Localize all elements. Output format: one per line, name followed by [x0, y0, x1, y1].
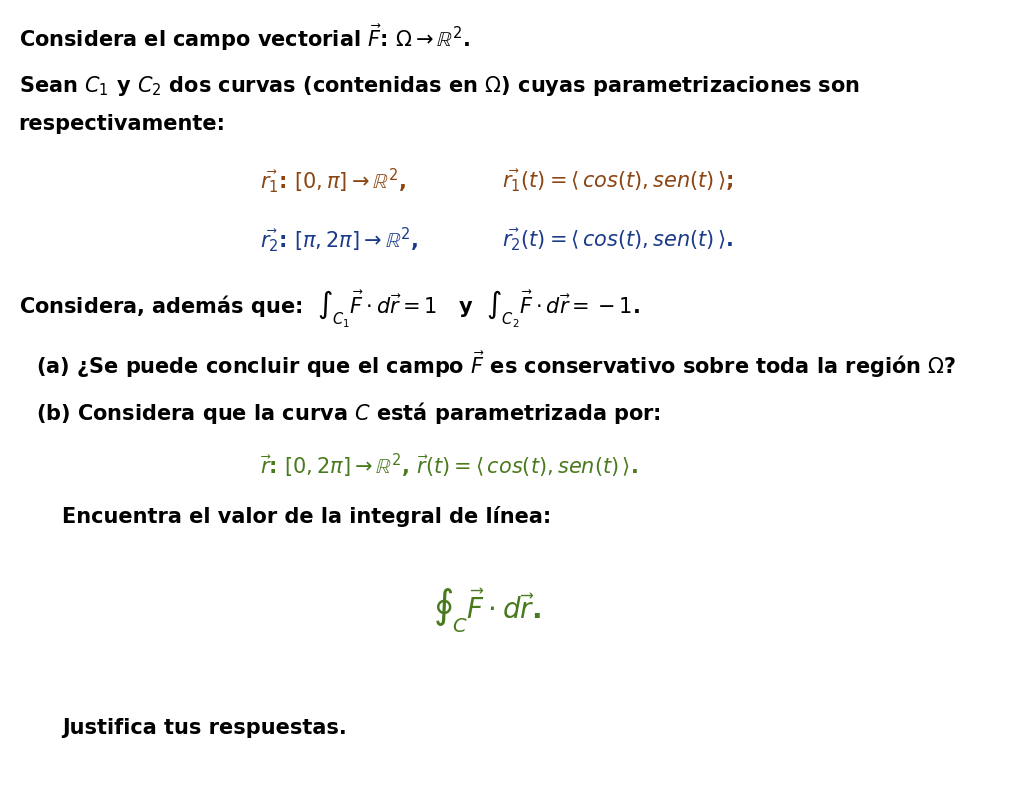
- Text: respectivamente:: respectivamente:: [18, 114, 225, 134]
- Text: Sean $C_1$ y $C_2$ dos curvas (contenidas en $\Omega$) cuyas parametrizaciones s: Sean $C_1$ y $C_2$ dos curvas (contenida…: [18, 75, 859, 98]
- Text: $\vec{r_1}(t) =\langle\, cos(t), sen(t)\,\rangle$;: $\vec{r_1}(t) =\langle\, cos(t), sen(t)\…: [502, 168, 733, 194]
- Text: $\oint_C \vec{F} \cdot d\vec{r}$.: $\oint_C \vec{F} \cdot d\vec{r}$.: [433, 586, 541, 635]
- Text: $\vec{r_2}(t) =\langle\, cos(t), sen(t)\,\rangle$.: $\vec{r_2}(t) =\langle\, cos(t), sen(t)\…: [502, 226, 733, 253]
- Text: (a) ¿Se puede concluir que el campo $\vec{F}$ es conservativo sobre toda la regi: (a) ¿Se puede concluir que el campo $\ve…: [36, 349, 956, 380]
- Text: $\vec{r_1}$: $[0, \pi] \rightarrow \mathbb{R}^2$,: $\vec{r_1}$: $[0, \pi] \rightarrow \math…: [260, 166, 406, 195]
- Text: Justifica tus respuestas.: Justifica tus respuestas.: [61, 718, 346, 738]
- Text: Considera, además que:  $\int_{C_1} \vec{F} \cdot d\vec{r} = 1$   y  $\int_{C_2}: Considera, además que: $\int_{C_1} \vec{…: [18, 289, 640, 330]
- Text: (b) Considera que la curva $C$ está parametrizada por:: (b) Considera que la curva $C$ está para…: [36, 400, 660, 426]
- Text: Considera el campo vectorial $\vec{F}$: $\Omega \rightarrow \mathbb{R}^2$.: Considera el campo vectorial $\vec{F}$: …: [18, 23, 470, 53]
- Text: $\vec{r}$: $[0, 2\pi] \rightarrow \mathbb{R}^2$, $\vec{r}(t) =\langle\, cos(t), : $\vec{r}$: $[0, 2\pi] \rightarrow \mathb…: [260, 451, 638, 480]
- Text: $\vec{r_2}$: $[\pi, 2\pi] \rightarrow \mathbb{R}^2$,: $\vec{r_2}$: $[\pi, 2\pi] \rightarrow \m…: [260, 225, 419, 254]
- Text: Encuentra el valor de la integral de línea:: Encuentra el valor de la integral de lín…: [61, 506, 551, 526]
